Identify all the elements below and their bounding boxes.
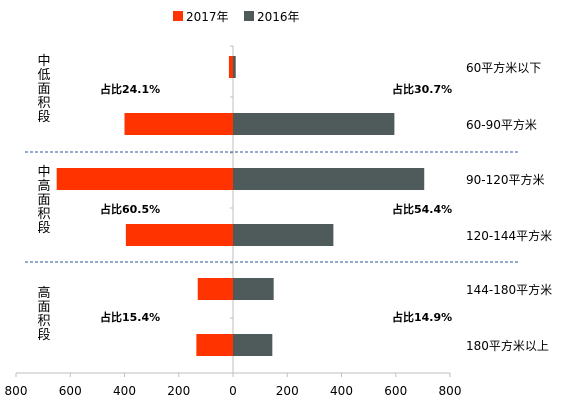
bar-2016-0 (233, 56, 236, 78)
bar-2017-4 (197, 278, 233, 300)
group-label-char: 段 (37, 110, 50, 125)
bar-2017-1 (124, 113, 233, 135)
x-tick-label: 0 (229, 384, 237, 398)
group-label-char: 段 (37, 328, 50, 343)
group-label-char: 积 (37, 314, 50, 329)
group-label-char: 低 (37, 68, 50, 83)
bar-2016-2 (233, 168, 425, 190)
category-label: 180平方米以上 (466, 338, 549, 353)
x-tick-label: 600 (59, 384, 82, 398)
bar-2016-3 (233, 224, 334, 246)
bar-2017-0 (228, 56, 233, 78)
x-tick-label: 600 (384, 384, 407, 398)
category-label: 120-144平方米 (466, 228, 552, 243)
legend-swatch-2017 (173, 11, 183, 21)
share-label-2017: 占比60.5% (100, 202, 160, 216)
x-tick-label: 200 (276, 384, 299, 398)
category-label: 90-120平方米 (466, 172, 545, 187)
category-label: 60-90平方米 (466, 117, 537, 132)
legend-label-2017: 2017年 (186, 10, 229, 24)
group-label-char: 高 (37, 178, 50, 194)
group-label-char: 面 (37, 193, 50, 208)
bar-2016-4 (233, 278, 274, 300)
bar-2017-3 (125, 224, 233, 246)
group-label-char: 积 (37, 207, 50, 222)
bar-2017-5 (196, 334, 233, 356)
x-tick-label: 400 (330, 384, 353, 398)
group-label-char: 中 (37, 54, 50, 69)
bar-2016-5 (233, 334, 273, 356)
x-tick-label: 800 (439, 384, 462, 398)
category-label: 60平方米以下 (466, 60, 541, 75)
share-label-2017: 占比24.1% (100, 82, 160, 96)
group-label-char: 段 (37, 221, 50, 236)
bar-2017-2 (56, 168, 233, 190)
group-label-char: 高 (37, 285, 50, 301)
share-label-2016: 占比54.4% (392, 202, 452, 216)
bar-2016-1 (233, 113, 395, 135)
group-label-char: 积 (37, 96, 50, 111)
share-label-2016: 占比14.9% (392, 310, 452, 324)
legend-label-2016: 2016年 (257, 10, 300, 24)
x-tick-label: 800 (5, 384, 28, 398)
category-label: 144-180平方米 (466, 282, 552, 297)
share-label-2016: 占比30.7% (392, 82, 452, 96)
group-label-char: 中 (37, 165, 50, 180)
x-tick-label: 200 (167, 384, 190, 398)
group-label-char: 面 (37, 82, 50, 97)
x-tick-label: 400 (113, 384, 136, 398)
group-label-char: 面 (37, 300, 50, 315)
share-label-2017: 占比15.4% (100, 310, 160, 324)
legend-swatch-2016 (244, 11, 254, 21)
